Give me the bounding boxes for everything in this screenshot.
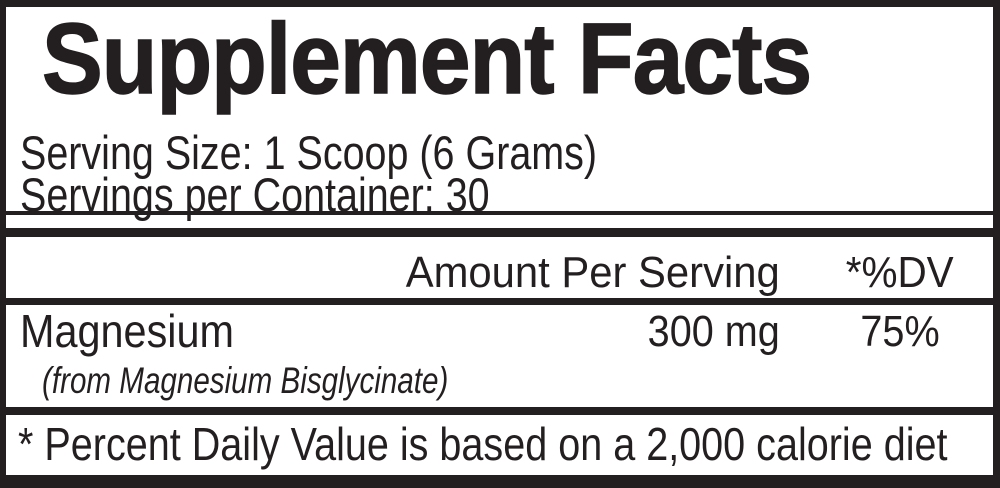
separator-header-rule: [6, 298, 993, 305]
frame-top-border: [0, 0, 1000, 7]
amount-per-serving-header-text: Amount Per Serving: [405, 248, 780, 297]
daily-value-footnote-text: * Percent Daily Value is based on a 2,00…: [18, 418, 948, 470]
ingredient-amount: 300 mg: [633, 310, 780, 354]
servings-per-container-text: Servings per Container: 30: [20, 168, 490, 221]
ingredient-dv: 75%: [835, 310, 965, 354]
separator-footnote-rule: [6, 407, 993, 415]
label-title-text: Supplement Facts: [41, 3, 812, 115]
ingredient-source: (from Magnesium Bisglycinate): [42, 362, 550, 399]
percent-dv-header-text: *%DV: [846, 248, 954, 297]
ingredient-name: Magnesium: [20, 308, 258, 354]
amount-per-serving-header: Amount Per Serving: [386, 251, 780, 295]
separator-thin-rule: [6, 211, 993, 215]
ingredient-amount-text: 300 mg: [647, 307, 780, 356]
servings-per-container-line: Servings per Container: 30: [20, 171, 579, 218]
frame-left-border: [0, 0, 6, 488]
serving-size-line: Serving Size: 1 Scoop (6 Grams): [20, 129, 707, 176]
separator-thick-rule: [6, 228, 993, 237]
frame-bottom-border: [0, 475, 1000, 488]
ingredient-source-text: (from Magnesium Bisglycinate): [42, 360, 449, 401]
frame-right-border: [993, 0, 1000, 488]
label-title: Supplement Facts: [41, 3, 887, 115]
ingredient-name-text: Magnesium: [20, 305, 235, 357]
ingredient-dv-text: 75%: [860, 307, 940, 356]
daily-value-footnote: * Percent Daily Value is based on a 2,00…: [18, 421, 1000, 467]
percent-dv-header: *%DV: [835, 251, 965, 295]
serving-size-text: Serving Size: 1 Scoop (6 Grams): [20, 126, 598, 179]
